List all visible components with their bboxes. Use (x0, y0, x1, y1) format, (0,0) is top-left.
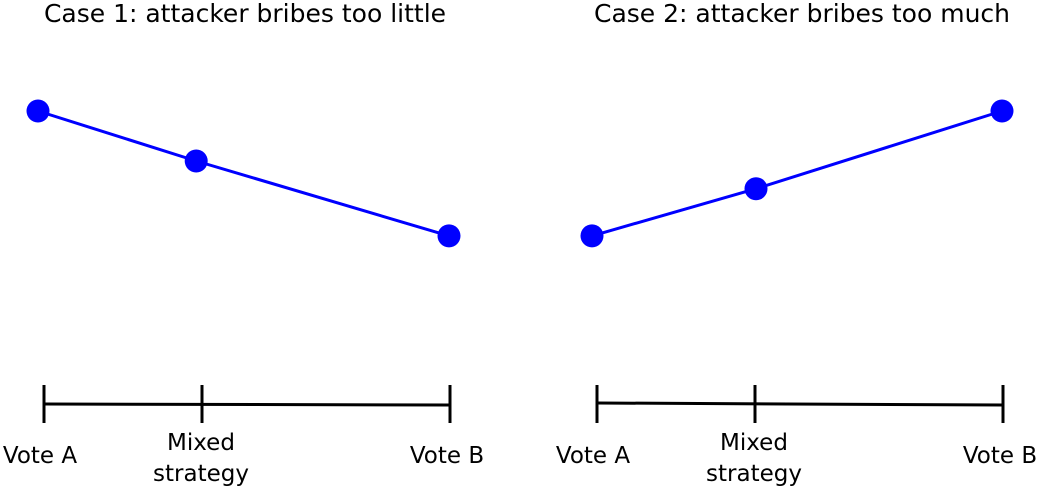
panel-title: Case 1: attacker bribes too little (44, 0, 446, 28)
data-point-1 (26, 99, 50, 123)
data-point-2 (744, 177, 768, 201)
tick-label-mixed: Mixed (720, 430, 788, 456)
axis-line (43, 402, 451, 407)
panel-case-1: Case 1: attacker bribes too little Vote … (3, 0, 484, 487)
data-point-3 (990, 99, 1014, 123)
panel-title: Case 2: attacker bribes too much (594, 0, 1010, 28)
series-line (591, 109, 1003, 238)
tick-label-vote-a: Vote A (556, 443, 630, 469)
tick-label-mixed: Mixed (167, 430, 235, 456)
axis (595, 385, 1005, 423)
tick-label-vote-b: Vote B (410, 443, 484, 469)
tick-label-strategy: strategy (706, 461, 802, 487)
data-point-2 (184, 149, 208, 173)
data-point-3 (437, 224, 461, 248)
axis-line (596, 401, 1004, 407)
series (580, 99, 1014, 248)
series-line (37, 109, 450, 238)
data-point-1 (580, 224, 604, 248)
tick-label-vote-a: Vote A (3, 443, 77, 469)
panel-case-2: Case 2: attacker bribes too much Vote A … (556, 0, 1037, 487)
tick-label-vote-b: Vote B (963, 443, 1037, 469)
series (26, 99, 461, 248)
tick-label-strategy: strategy (153, 461, 249, 487)
axis (42, 385, 452, 423)
